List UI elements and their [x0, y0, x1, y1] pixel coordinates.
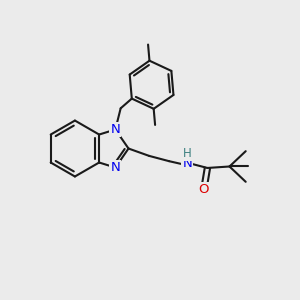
Text: H: H	[183, 147, 192, 160]
Text: N: N	[110, 161, 120, 174]
Text: N: N	[110, 123, 120, 136]
Text: O: O	[199, 183, 209, 196]
Text: N: N	[182, 157, 192, 170]
